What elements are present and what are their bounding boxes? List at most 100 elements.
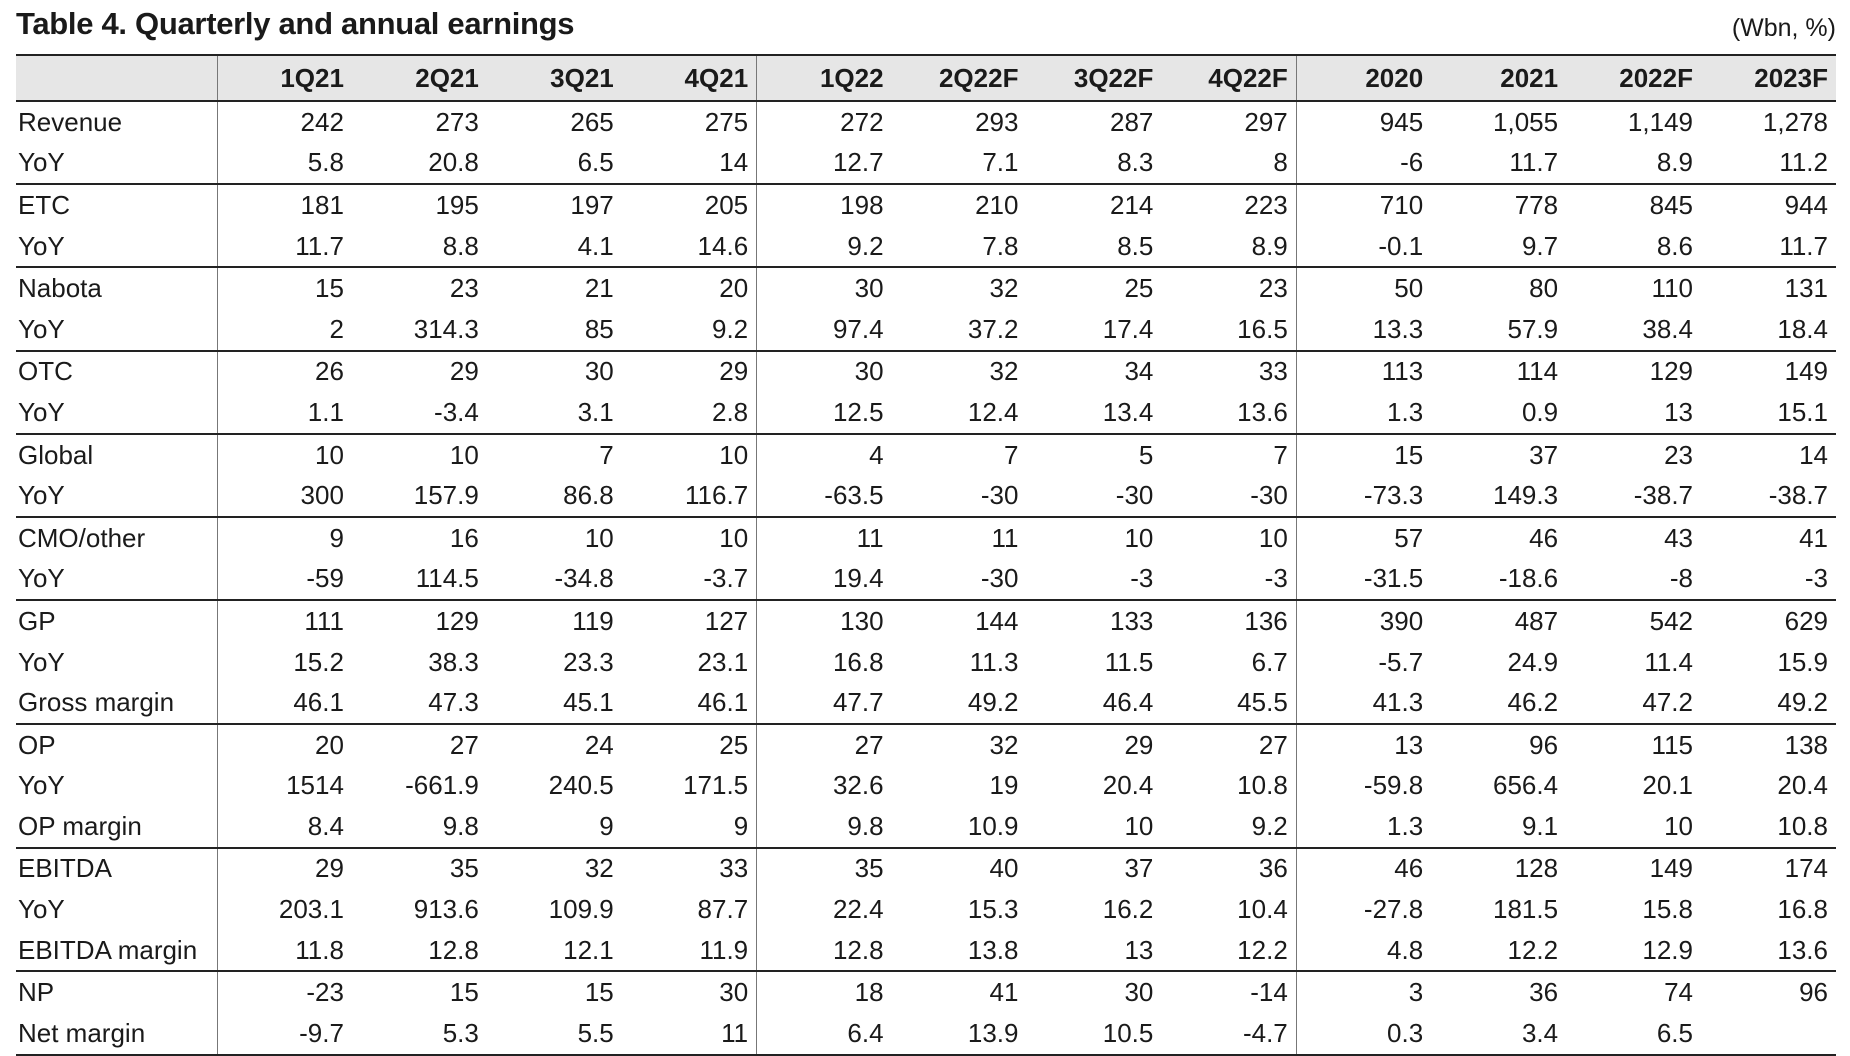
table-cell: 157.9	[413, 480, 479, 511]
table-cell: 11	[891, 515, 1027, 559]
row-label: YoY	[16, 308, 218, 351]
table-cell: 47.7	[832, 687, 884, 718]
table-cell: 13.6	[1777, 934, 1828, 965]
table-cell: 35	[756, 846, 892, 890]
table-cell: 12.7	[832, 147, 884, 178]
table-cell: 20	[217, 722, 352, 766]
table-cell: 9.8	[442, 810, 479, 841]
table-row: YoY 1514 -661.9 240.5 171.5 32.6 19 20.4 10.8 -59…	[16, 765, 1836, 807]
table-cell: 144	[891, 599, 1027, 642]
table-cell: 41	[891, 970, 1027, 1014]
column-header: 4Q22F	[1161, 54, 1297, 102]
table-cell: 10	[1124, 810, 1154, 841]
table-row: Net margin -9.7 5.3 5.5 11 6.4 13.9 10.5 -4.7 0.3…	[16, 1013, 1836, 1056]
table-cell: 297	[1161, 101, 1297, 143]
table-cell: 30	[756, 349, 892, 393]
table-cell: 11.8	[295, 934, 344, 965]
table-cell: 40	[891, 846, 1027, 890]
row-label: YoY	[16, 765, 218, 807]
table-cell: 3	[1296, 970, 1432, 1014]
table-cell: 10	[621, 515, 758, 559]
table-cell: 30	[1026, 970, 1162, 1014]
table-cell: 14	[621, 142, 758, 185]
table-cell: 6.7	[1161, 641, 1297, 683]
table-cell: 240.5	[548, 770, 614, 801]
row-label: EBITDA margin	[16, 929, 218, 972]
table-cell: -3	[1804, 563, 1828, 594]
table-cell: 15.9	[1777, 646, 1828, 677]
table-cell: -30	[1115, 480, 1154, 511]
table-cell: 223	[1161, 183, 1297, 226]
table-cell: 45.5	[1161, 682, 1297, 724]
column-header: 2021	[1431, 54, 1567, 102]
table-cell: 22.4	[832, 894, 884, 925]
table-row: Revenue 242 273 265 275 272 293 287 297 945 1,055 1…	[16, 101, 1836, 143]
row-label: GP	[16, 599, 218, 642]
table-cell: 6.5	[1566, 1013, 1701, 1056]
table-cell: 8.9	[1656, 147, 1693, 178]
table-cell: 9	[217, 515, 352, 559]
table-cell: 136	[1161, 599, 1297, 642]
table-cell: 0.9	[1521, 396, 1559, 427]
table-cell: 37	[1431, 432, 1567, 476]
column-header: 2023F	[1701, 54, 1836, 102]
table-cell: 80	[1431, 266, 1567, 309]
table-cell: 9.7	[1521, 230, 1559, 261]
table-cell: 33	[621, 846, 758, 890]
table-cell: 15.2	[293, 646, 344, 677]
table-cell: 36	[1431, 970, 1567, 1014]
table-cell: 111	[217, 599, 352, 642]
table-cell: 8.3	[1117, 147, 1154, 178]
table-cell: 293	[975, 106, 1019, 137]
table-cell: 12.9	[1642, 934, 1693, 965]
table-cell: 10	[486, 515, 622, 559]
table-cell: 37	[1026, 846, 1162, 890]
table-cell: 3.4	[1431, 1013, 1567, 1056]
table-cell: 18.4	[1777, 313, 1828, 344]
table-cell: 314.3	[413, 313, 479, 344]
table-cell: 32	[891, 349, 1027, 393]
table-cell: 30	[756, 266, 892, 309]
table-cell: 20.4	[1777, 770, 1828, 801]
table-cell	[1701, 1013, 1836, 1056]
table-cell: -8	[1669, 563, 1693, 594]
table-cell: -59.8	[1363, 770, 1424, 801]
table-cell: 1.1	[307, 396, 344, 427]
table-cell: 195	[351, 183, 487, 226]
table-cell: -38.7	[1633, 480, 1693, 511]
unit-label: (Wbn, %)	[1731, 14, 1836, 42]
table-cell: 149.3	[1493, 480, 1559, 511]
table-cell: 38.3	[428, 646, 479, 677]
table-cell: 27	[1161, 722, 1297, 766]
table-cell: 10	[621, 432, 758, 476]
table-cell: 47.2	[1642, 687, 1693, 718]
table-cell: 27	[351, 722, 487, 766]
table-cell: 287	[1109, 106, 1154, 137]
table-cell: 203.1	[278, 894, 344, 925]
table-cell: 265	[570, 106, 614, 137]
table-cell: 15	[486, 970, 622, 1014]
table-cell: 12.4	[967, 396, 1019, 427]
table-cell: 30	[621, 970, 758, 1014]
table-cell: 20	[621, 266, 758, 309]
table-cell: 37.2	[967, 313, 1019, 344]
table-cell: 74	[1566, 970, 1701, 1014]
table-cell: 35	[351, 846, 487, 890]
table-cell: 3.1	[577, 396, 614, 427]
table-cell: -6	[1400, 147, 1424, 178]
row-label: CMO/other	[16, 515, 218, 559]
table-cell: 23	[1566, 432, 1701, 476]
table-cell: 845	[1566, 183, 1701, 226]
column-header: 1Q22	[756, 54, 892, 102]
table-cell: 4.1	[577, 230, 614, 261]
table-cell: 25	[621, 722, 758, 766]
table-cell: 29	[1026, 722, 1162, 766]
table-cell: 1.3	[1387, 810, 1424, 841]
table-cell: 46.1	[293, 687, 344, 718]
table-cell: 272	[840, 106, 884, 137]
row-label: ETC	[16, 183, 218, 226]
table-cell: 944	[1701, 183, 1836, 226]
table-cell: -9.7	[217, 1013, 352, 1056]
table-cell: 23.3	[563, 646, 614, 677]
table-cell: 23	[351, 266, 487, 309]
